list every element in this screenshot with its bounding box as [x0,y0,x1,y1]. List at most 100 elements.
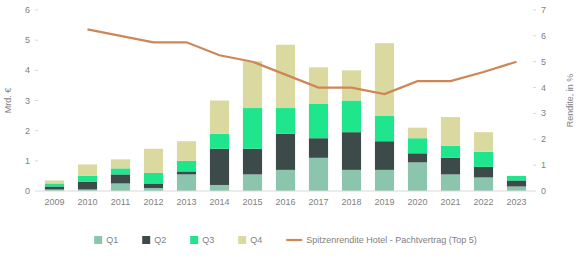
legend-item: Q1 [94,235,118,245]
bar-segment [441,146,460,158]
bar-segment [45,183,64,186]
x-tick-label: 2016 [275,197,295,207]
bar-segment [342,101,361,133]
legend-item: Q2 [142,235,166,245]
bar-segment [243,174,262,191]
bar-segment [177,174,196,191]
bar-segment [408,138,427,153]
bar-segment [111,159,130,168]
bar-segment [45,186,64,189]
bar-segment [375,116,394,142]
bar-segment [474,177,493,191]
y-tick [35,100,38,101]
bar-segment [309,138,328,158]
bar-segment [309,104,328,139]
x-tick-label: 2022 [473,197,493,207]
bar-segment [144,149,163,173]
bars [45,43,526,191]
bar-segment [441,117,460,146]
x-tick-label: 2020 [407,197,427,207]
y2-tick-label: 4 [541,83,546,93]
y2-tick [533,35,536,36]
legend-item: Spitzenrendite Hotel - Pachtvertrag (Top… [286,235,477,245]
y2-tick-label: 1 [541,160,546,170]
line-series [88,29,517,94]
y2-tick-label: 5 [541,57,546,67]
bar-segment [243,108,262,149]
y-tick [35,160,38,161]
legend-label: Spitzenrendite Hotel - Pachtvertrag (Top… [306,235,477,245]
bar-segment [276,134,295,170]
bar-segment [177,161,196,172]
legend-label: Q1 [106,235,118,245]
y-tick-label: 0 [25,186,30,196]
bar-segment [441,158,460,175]
legend-swatch [190,236,198,244]
y-tick [35,130,38,131]
legend-item: Q3 [190,235,214,245]
y-tick [35,10,38,11]
y2-tick [533,139,536,140]
x-tick-label: 2018 [341,197,361,207]
legend-label: Q3 [202,235,214,245]
x-tick-label: 2019 [374,197,394,207]
y-tick [35,191,38,192]
bar-segment [45,180,64,183]
x-tick-label: 2009 [44,197,64,207]
bar-segment [78,164,97,175]
y2-tick-label: 6 [541,31,546,41]
bar-segment [177,171,196,174]
legend-swatch [286,239,302,241]
chart: 012345601234567Mrd. €Rendite, in %200920… [0,0,581,259]
bar-segment [78,182,97,190]
bar-segment [276,170,295,191]
y2-axis-label: Rendite, in % [565,74,575,128]
bar-segment [210,101,229,134]
bar-segment [375,43,394,115]
legend-label: Q4 [250,235,262,245]
bar-segment [375,141,394,170]
y2-tick-label: 3 [541,108,546,118]
bar-segment [441,174,460,191]
x-tick-label: 2010 [77,197,97,207]
bar-segment [342,170,361,191]
y-tick-label: 5 [25,35,30,45]
x-tick-label: 2013 [176,197,196,207]
x-tick-label: 2015 [242,197,262,207]
bar-segment [276,108,295,134]
bar-segment [210,134,229,149]
y2-tick [533,61,536,62]
legend-swatch [94,236,102,244]
bar-segment [78,176,97,182]
bar-segment [111,174,130,183]
bar-segment [210,149,229,185]
bar-segment [474,152,493,167]
y2-tick-label: 2 [541,134,546,144]
bar-segment [111,183,130,191]
x-tick-label: 2012 [143,197,163,207]
y-tick-label: 1 [25,156,30,166]
bar-segment [243,149,262,175]
y-tick-label: 6 [25,5,30,15]
y-tick-label: 4 [25,65,30,75]
bar-segment [342,70,361,100]
bar-segment [474,132,493,152]
legend-swatch [238,236,246,244]
bar-segment [111,168,130,174]
bar-segment [210,185,229,191]
x-tick-label: 2021 [440,197,460,207]
y-tick [35,40,38,41]
x-tick-label: 2023 [506,197,526,207]
x-tick-label: 2017 [308,197,328,207]
bar-segment [507,180,526,186]
bar-segment [507,176,526,181]
y2-tick [533,165,536,166]
bar-segment [375,170,394,191]
legend-label: Q2 [154,235,166,245]
bar-segment [177,141,196,161]
bar-segment [243,61,262,108]
x-tick-label: 2014 [209,197,229,207]
bar-segment [507,175,526,176]
bar-segment [144,183,163,188]
bar-segment [144,173,163,184]
